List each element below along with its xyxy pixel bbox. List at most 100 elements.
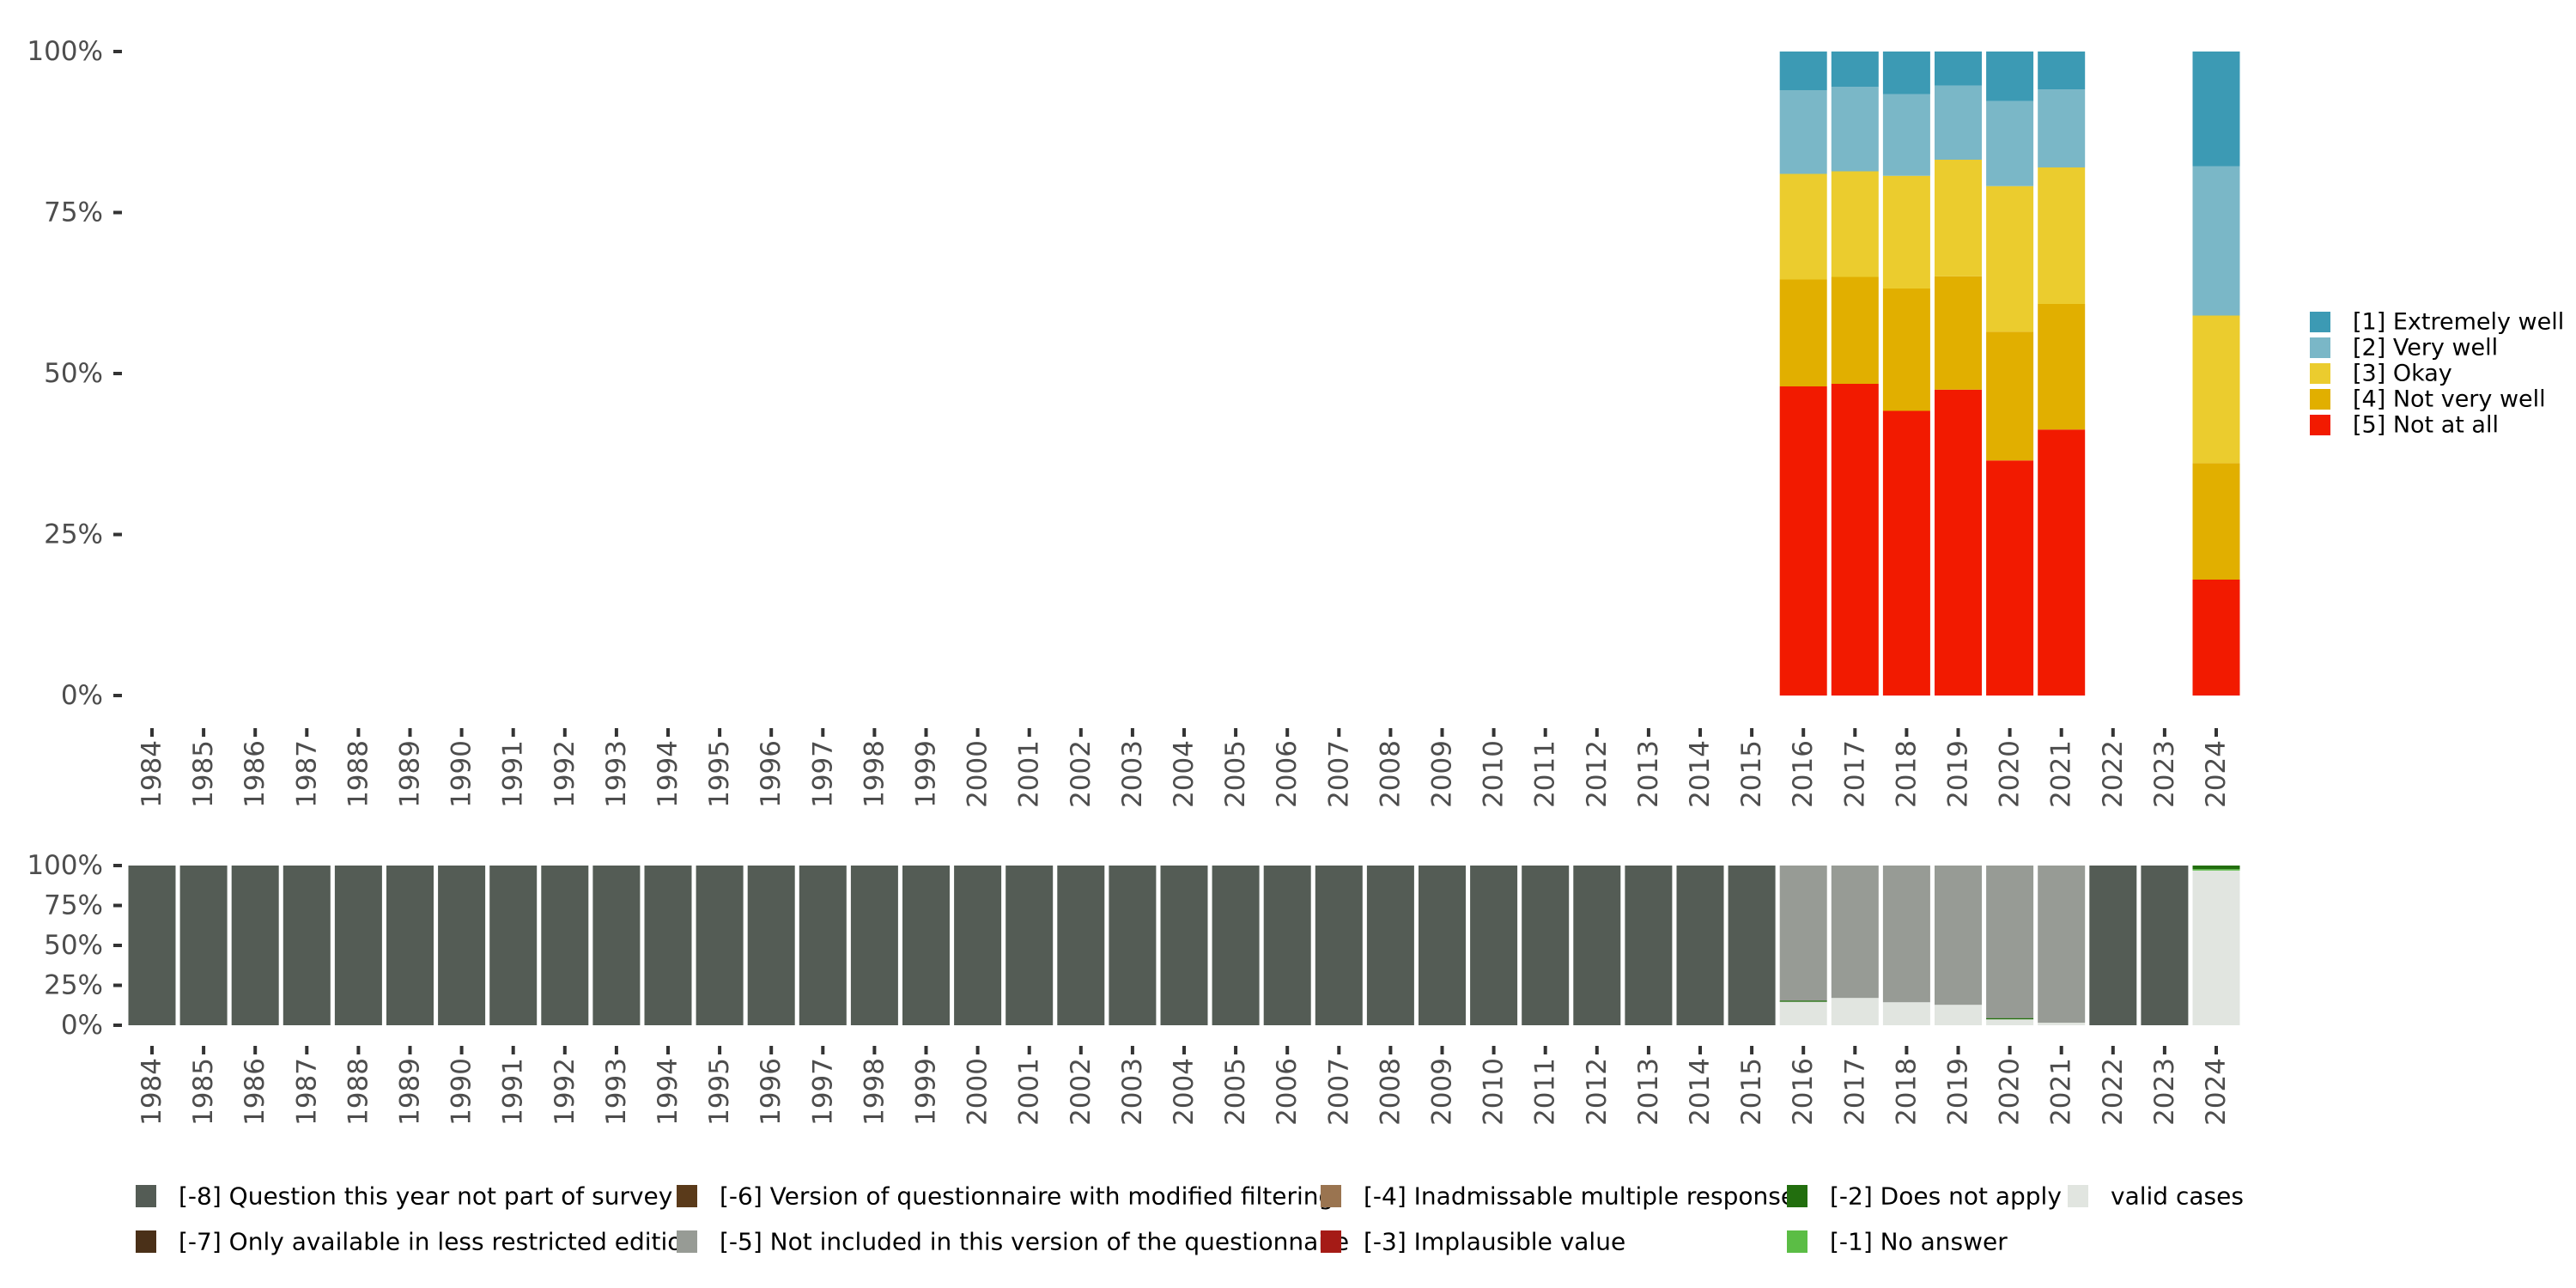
x-tick-label: 2024 bbox=[2201, 1058, 2232, 1126]
bar-segment bbox=[1779, 52, 1827, 90]
x-tick-label: 2010 bbox=[1479, 740, 1510, 808]
x-tick-label: 1988 bbox=[343, 740, 374, 808]
bar-segment bbox=[1779, 90, 1827, 174]
x-tick-label: 1993 bbox=[601, 740, 632, 808]
legend-swatch bbox=[1321, 1185, 1341, 1207]
legend-swatch bbox=[1787, 1230, 1807, 1253]
bar-segment bbox=[2038, 429, 2086, 696]
x-tick-label: 1987 bbox=[291, 1058, 322, 1126]
x-tick-label: 1986 bbox=[240, 740, 270, 808]
bar-segment bbox=[2038, 1023, 2086, 1025]
y-tick-label: 50% bbox=[44, 358, 103, 389]
legend-item: [4] Not very well bbox=[2310, 386, 2546, 413]
bottom-legend: [-8] Question this year not part of surv… bbox=[136, 1182, 2244, 1256]
legend-label: [5] Not at all bbox=[2353, 412, 2499, 439]
x-tick-label: 2020 bbox=[1995, 740, 2026, 808]
bar-segment bbox=[1935, 52, 1982, 86]
y-tick-label: 75% bbox=[44, 197, 103, 228]
legend-item: valid cases bbox=[2068, 1182, 2244, 1211]
bar-segment bbox=[1935, 866, 1982, 1005]
x-tick-label: 2004 bbox=[1169, 1058, 1200, 1126]
bar-segment bbox=[1935, 160, 1982, 276]
x-tick-label: 2009 bbox=[1427, 740, 1458, 808]
x-tick-label: 1987 bbox=[291, 740, 322, 808]
bar-segment bbox=[1986, 866, 2034, 1018]
bar-segment bbox=[1831, 171, 1879, 277]
legend-swatch bbox=[2310, 337, 2330, 358]
legend-item: [-3] Implausible value bbox=[1321, 1228, 1625, 1256]
x-tick-label: 1992 bbox=[550, 740, 580, 808]
x-tick-label: 2022 bbox=[2098, 740, 2129, 808]
x-tick-label: 2006 bbox=[1272, 1058, 1303, 1126]
bar-segment bbox=[1986, 100, 2034, 186]
bar-segment bbox=[2038, 304, 2086, 430]
x-tick-label: 2012 bbox=[1582, 740, 1613, 808]
x-tick-label: 2008 bbox=[1375, 1058, 1406, 1126]
bar-segment bbox=[1882, 866, 1930, 1003]
bar-segment bbox=[1831, 998, 1879, 1025]
legend-swatch bbox=[677, 1230, 697, 1253]
bar-segment bbox=[1882, 1002, 1930, 1025]
x-tick-label: 2003 bbox=[1117, 1058, 1148, 1126]
bottom-plot: 0% 25% 50% 75% 100% 1984 1985 1986 1987 1988 1989 1… bbox=[27, 850, 2240, 1126]
x-tick-label: 2002 bbox=[1066, 1058, 1097, 1126]
bar-segment bbox=[592, 866, 641, 1025]
bar-segment bbox=[1315, 866, 1363, 1025]
legend-label: [1] Extremely well bbox=[2353, 309, 2564, 336]
bar-segment bbox=[179, 866, 228, 1025]
x-tick-label: 1998 bbox=[859, 740, 890, 808]
x-tick-label: 2000 bbox=[963, 740, 993, 808]
bar-segment bbox=[1109, 866, 1157, 1025]
x-tick-label: 1985 bbox=[188, 1058, 219, 1126]
bar-segment bbox=[334, 866, 382, 1025]
x-tick-label: 2019 bbox=[1943, 740, 1974, 808]
legend-item: [3] Okay bbox=[2310, 361, 2452, 387]
x-tick-label: 1996 bbox=[756, 740, 787, 808]
bar-segment bbox=[1882, 410, 1930, 696]
bar-segment bbox=[1882, 289, 1930, 411]
bar-segment bbox=[1779, 1000, 1827, 1025]
bar-segment bbox=[541, 866, 589, 1025]
x-tick-label: 1996 bbox=[756, 1058, 787, 1126]
bar-segment bbox=[1779, 1000, 1827, 1002]
bar-segment bbox=[2038, 167, 2086, 304]
bar-segment bbox=[2192, 166, 2240, 316]
x-tick-label: 2003 bbox=[1117, 740, 1148, 808]
legend-item: [-2] Does not apply bbox=[1787, 1182, 2062, 1211]
bar-segment bbox=[386, 866, 434, 1025]
bar-segment bbox=[1419, 866, 1466, 1025]
y-tick-label: 75% bbox=[44, 890, 103, 921]
bar-segment bbox=[1212, 866, 1260, 1025]
legend-item: [1] Extremely well bbox=[2310, 309, 2564, 336]
x-tick-label: 2018 bbox=[1891, 1058, 1922, 1126]
x-tick-label: 2007 bbox=[1323, 740, 1354, 808]
bar-segment bbox=[2038, 89, 2086, 167]
bar-segment bbox=[1986, 460, 2034, 696]
bar-segment bbox=[1986, 52, 2034, 101]
y-tick-label: 25% bbox=[44, 970, 103, 1001]
bar-segment bbox=[1986, 1018, 2034, 1020]
x-tick-label: 2009 bbox=[1427, 1058, 1458, 1126]
bar-segment bbox=[1831, 384, 1879, 696]
bar-segment bbox=[1779, 279, 1827, 386]
bar-segment bbox=[1935, 85, 1982, 160]
legend-item: [-1] No answer bbox=[1787, 1228, 2008, 1256]
legend-swatch bbox=[2068, 1185, 2088, 1207]
x-tick-label: 1984 bbox=[137, 1058, 167, 1126]
x-tick-label: 2008 bbox=[1375, 740, 1406, 808]
bar-segment bbox=[1728, 866, 1776, 1025]
bar-segment bbox=[1676, 866, 1724, 1025]
x-tick-label: 2016 bbox=[1788, 1058, 1819, 1126]
x-tick-label: 2018 bbox=[1891, 740, 1922, 808]
y-tick-label: 50% bbox=[44, 930, 103, 961]
bar-segment bbox=[1470, 866, 1518, 1025]
bar-segment bbox=[747, 866, 795, 1025]
x-tick-label: 2015 bbox=[1736, 1058, 1767, 1126]
x-tick-label: 2001 bbox=[1014, 1058, 1045, 1126]
x-tick-label: 2013 bbox=[1633, 1058, 1664, 1126]
legend-label: valid cases bbox=[2111, 1182, 2244, 1211]
y-tick-label: 0% bbox=[61, 680, 103, 711]
y-tick-label: 0% bbox=[61, 1010, 103, 1041]
bar-segment bbox=[2192, 869, 2240, 871]
legend-label: [-5] Not included in this version of the… bbox=[720, 1228, 1349, 1256]
